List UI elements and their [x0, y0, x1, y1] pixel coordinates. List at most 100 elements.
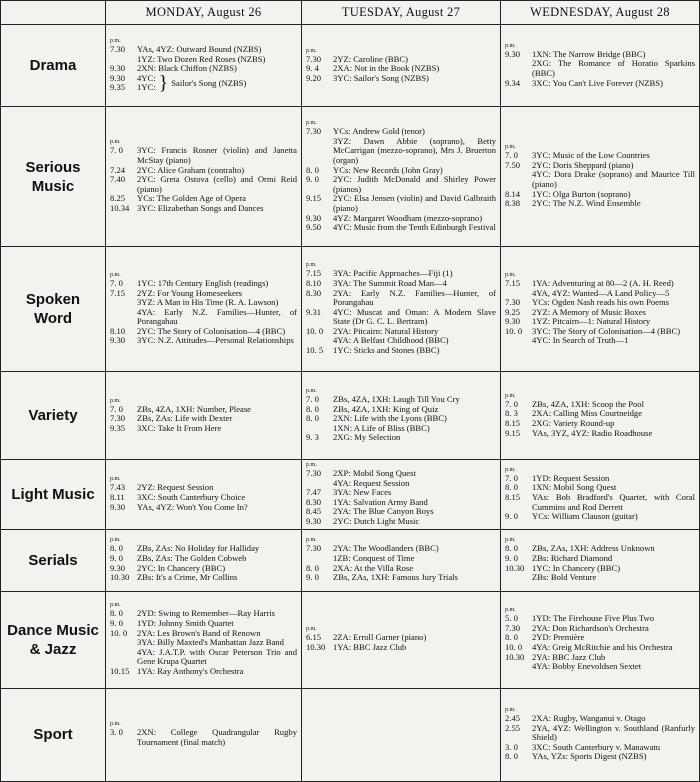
- listing: 8.30 1YA: Salvation Army Band: [306, 497, 496, 508]
- time: 7.15: [306, 268, 322, 279]
- programme: 2YC: In Chancery (BBC): [137, 562, 226, 573]
- listing: 9.30 YAs, 4YZ: Won't You Come In?: [110, 501, 297, 513]
- listing: 7. 0 3YC: Music of the Low Countries: [505, 151, 695, 161]
- programme: 2YA: The Woodlanders (BBC): [333, 543, 439, 554]
- time-blank: [505, 662, 532, 672]
- listing: 8. 0 YAs, YZs: Sports Digest (NZBS): [505, 752, 695, 762]
- time: 9.30: [110, 501, 126, 512]
- pm-marker: p.m.: [505, 466, 516, 473]
- listing: 1XN: A Life of Bliss (BBC): [306, 422, 496, 434]
- programme: 3YA: New Faces: [333, 487, 392, 498]
- day-cell: p.m. 7.30 2YA: The Woodlanders (BBC) 1ZB: C…: [301, 528, 501, 592]
- time: 10. 0: [110, 627, 128, 638]
- programme: 4YA: Request Session: [333, 477, 410, 488]
- listing: 10.15 1YA: Ray Anthony's Orchestra: [110, 666, 297, 677]
- listing: 8.15 2XG: Variety Round-up: [505, 418, 695, 429]
- programme: ZBs, 4ZA, 1XH: Scoop the Pool: [532, 398, 644, 409]
- programme: 2XN: Life with the Lyons (BBC): [333, 413, 447, 424]
- programme: 4YC: In Search of Truth—1: [532, 335, 629, 346]
- programme: 2YZ: For Young Homeseekers: [137, 287, 243, 298]
- pm-marker: p.m.: [505, 537, 516, 544]
- day-cell: p.m. 7. 0 ZBs, 4ZA, 1XH: Scoop the Pool 8. …: [500, 371, 700, 460]
- time: 8. 0: [505, 751, 518, 762]
- programme: 1YC: 17th Century English (readings): [137, 277, 269, 288]
- listing: 9.35 3XC: Take It From Here: [110, 423, 297, 434]
- programme: YCs: The Golden Age of Opera: [137, 193, 246, 204]
- programme: YCs: Andrew Gold (tenor): [333, 126, 425, 137]
- listing: 8. 0 ZBs, ZAs, 1XH: Address Unknown: [505, 544, 695, 554]
- programme: ZBs, 4ZA, 1XH: Laugh Till You Cry: [333, 394, 460, 405]
- listing: 9.15 YAs, 3YZ, 4YZ: Radio Roadhouse: [505, 428, 695, 439]
- programme: ZBs, ZAs: Life with Dexter: [137, 413, 233, 424]
- programme: 4YA: Early N.Z. Families—Hunter, of Pora…: [137, 306, 297, 327]
- programme: YAs, YZs: Sports Digest (NZBS): [532, 751, 647, 762]
- row: Dance Music & Jazz p.m. 8. 0 2YD: Swing to …: [0, 590, 700, 689]
- row: Sport p.m. 3. 0 2XN: College Quadrangular R…: [0, 687, 700, 782]
- time: 8. 0: [505, 632, 518, 643]
- day-header: TUESDAY, August 27: [301, 0, 501, 25]
- programme: 1XN: A Life of Bliss (BBC): [333, 422, 430, 433]
- listing: 8.45 2YA: The Blue Canyon Boys: [306, 507, 496, 517]
- listing: 7.43 2YZ: Request Session: [110, 483, 297, 493]
- listing: 7. 0 ZBs, 4ZA, 1XH: Scoop the Pool: [505, 398, 695, 410]
- time: 9.30: [306, 515, 322, 526]
- listing: 4YA, 4YZ: Wanted—A Land Policy—5: [505, 288, 695, 299]
- category: Serials: [0, 528, 106, 592]
- programme: 2YC: The N.Z. Wind Ensemble: [532, 198, 641, 209]
- listing: 9. 0 1YD: Johnny Smith Quartet: [110, 618, 297, 629]
- programme: 1YD: The Firehouse Five Plus Two: [532, 613, 655, 624]
- listing: 9.25 2YZ: A Memory of Music Boxes: [505, 307, 695, 318]
- listing: 8.11 3XC: South Canterbury Choice: [110, 492, 297, 503]
- listing: 9.15 2YC: Elsa Jensen (violin) and David …: [306, 194, 496, 213]
- time: 8.15: [505, 491, 521, 502]
- listing: 7. 0 1YC: 17th Century English (readings): [110, 277, 297, 289]
- time: 7.30: [306, 468, 322, 478]
- listing: 8. 0 2XA: At the Villa Rose: [306, 563, 496, 574]
- time: 8.10: [306, 277, 322, 288]
- listing: 7.30 YAs, 4YZ: Outward Bound (NZBS): [110, 44, 297, 55]
- programme: 4YC: Dora Drake (soprano) and Maurice Ti…: [532, 169, 695, 189]
- time: 7. 0: [306, 394, 319, 405]
- listing: 7.24 2YC: Alice Graham (contralto): [110, 165, 297, 176]
- programme: 3YZ: Dawn Abbie (soprano), Betty McCarri…: [333, 135, 496, 166]
- programme: ZBs, ZAs: The Golden Cobweb: [137, 552, 247, 563]
- programme: 2YA: BBC Jazz Club: [532, 651, 606, 662]
- listing: 7.30 2YZ: Caroline (BBC): [306, 53, 496, 65]
- programme: 1XN: Mobil Song Quest: [532, 482, 617, 493]
- listing: 7.15 3YA: Pacific Approaches—Fiji (1): [306, 269, 496, 279]
- listing: 8. 0 2XN: Life with the Lyons (BBC): [306, 414, 496, 424]
- day-header: MONDAY, August 26: [105, 0, 302, 25]
- listing: 8.25 YCs: The Golden Age of Opera: [110, 194, 297, 204]
- programme: 2YA: Don Richardson's Orchestra: [532, 622, 649, 633]
- listing: 8. 0 YCs: New Records (John Gray): [306, 164, 496, 176]
- time: 9.15: [306, 193, 322, 204]
- listing: 9. 0 ZBs: Richard Diamond: [505, 552, 695, 564]
- time: 3. 0: [505, 741, 518, 752]
- listing: 9.30 2XN: Black Chiffon (NZBS): [110, 64, 297, 74]
- listing: 4YA: J.A.T.P. with Oscar Peterson Trio a…: [110, 647, 297, 667]
- programme: 3YA: Pacific Approaches—Fiji (1): [333, 268, 453, 279]
- time: 10. 0: [306, 325, 324, 336]
- day-cell: p.m. 7.30 YCs: Andrew Gold (tenor) 3YZ: Daw…: [301, 106, 501, 247]
- programme: 4YC: Muscat and Oman: A Modern Slave Sta…: [333, 306, 496, 327]
- header-row: MONDAY, August 26 TUESDAY, August 27 WED…: [0, 0, 700, 25]
- programme: 2YD: Première: [532, 632, 585, 643]
- category: Drama: [0, 24, 106, 107]
- time: 8.45: [306, 506, 322, 517]
- programme: YAs, 4YZ: Outward Bound (NZBS): [137, 44, 262, 55]
- time: 5. 0: [505, 613, 518, 624]
- listing: 7.30 2XP: Mobil Song Quest: [306, 468, 496, 479]
- pm-marker: p.m.: [306, 626, 317, 633]
- listing: 7.30 ZBs, ZAs: Life with Dexter: [110, 414, 297, 424]
- time: 7. 0: [505, 472, 518, 483]
- listing: 7.50 2YC: Doris Sheppard (piano): [505, 160, 695, 171]
- programme: 2XG: My Selection: [333, 432, 401, 443]
- listing: 7.30 YCs: Ogden Nash reads his own Poems: [505, 298, 695, 308]
- time: 9. 0: [505, 552, 518, 563]
- day-cell: p.m. 7. 0 3YC: Music of the Low Countries 7…: [500, 106, 700, 247]
- programme: YCs: New Records (John Gray): [333, 164, 443, 175]
- time: 7.30: [306, 53, 322, 64]
- listing: 10. 5 1YC: Sticks and Stones (BBC): [306, 345, 496, 356]
- time: 9.30: [110, 562, 126, 573]
- time: 9.50: [306, 222, 322, 233]
